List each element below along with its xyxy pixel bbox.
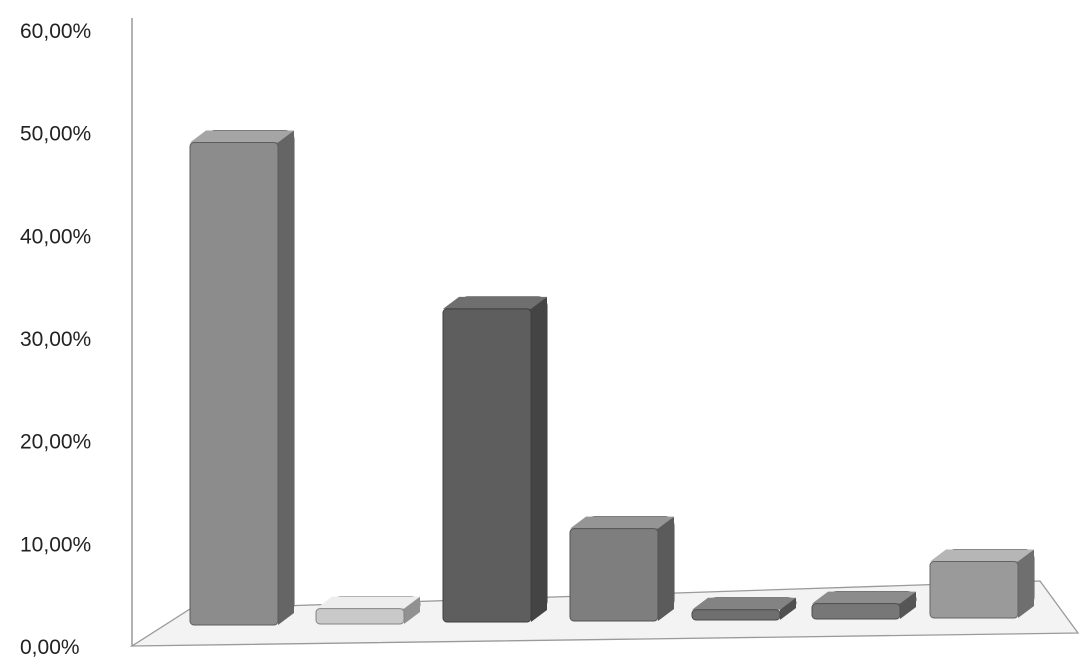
bar-side	[531, 296, 547, 622]
y-tick-label: 0,00%	[20, 636, 80, 659]
bar-front	[811, 603, 901, 620]
bar-side	[658, 516, 674, 621]
bar-front	[569, 528, 659, 622]
y-axis: 0,00% 10,00% 20,00% 30,00% 40,00% 50,00% 60,00…	[20, 18, 133, 659]
bar-side	[900, 591, 916, 619]
bar-front	[442, 308, 532, 623]
bar-front	[691, 609, 781, 621]
bar-side	[1018, 549, 1034, 618]
bar	[569, 516, 675, 622]
bar-side	[780, 597, 796, 620]
bar	[811, 591, 917, 620]
bar-top	[812, 591, 916, 604]
bar-front	[189, 141, 279, 626]
bar-top	[443, 296, 547, 309]
bar-top	[692, 597, 796, 610]
bar-series	[189, 129, 1035, 626]
bar	[315, 596, 421, 625]
bar	[929, 549, 1035, 619]
bar-top	[570, 516, 674, 529]
bar	[189, 129, 295, 626]
bar	[442, 296, 548, 623]
bar-side	[278, 130, 294, 625]
bar	[691, 597, 797, 621]
y-tick-label: 50,00%	[20, 123, 91, 146]
bar-top	[930, 549, 1034, 562]
y-tick-label: 20,00%	[20, 431, 91, 454]
bar-front	[929, 561, 1019, 619]
bar-top	[190, 130, 294, 143]
y-tick-label: 10,00%	[20, 533, 91, 556]
bar-side	[404, 596, 420, 624]
bar-front	[315, 608, 405, 625]
bar-top	[316, 596, 420, 609]
y-tick-label: 30,00%	[20, 328, 91, 351]
y-tick-label: 40,00%	[20, 225, 91, 248]
y-tick-label: 60,00%	[20, 20, 91, 43]
